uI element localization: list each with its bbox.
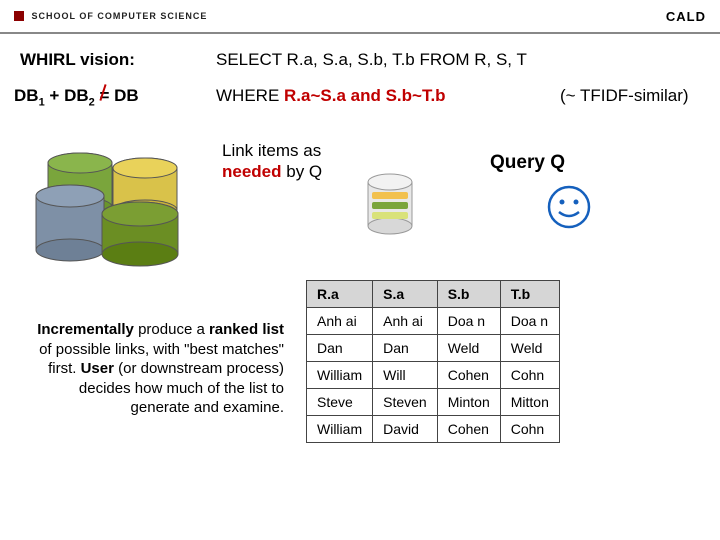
- needed-word: needed: [222, 162, 282, 181]
- cell: William: [307, 362, 373, 389]
- cell: Will: [373, 362, 438, 389]
- where-kw: WHERE: [216, 86, 284, 105]
- cell: Mitton: [500, 389, 559, 416]
- link-line2: needed by Q: [222, 161, 322, 182]
- db2: DB: [64, 86, 89, 105]
- plus: +: [45, 86, 64, 105]
- tfidf-note: (~ TFIDF-similar): [560, 86, 689, 106]
- where-clause: R.a~S.a and S.b~T.b: [284, 86, 446, 105]
- cell: Steven: [373, 389, 438, 416]
- link-line1: Link items as: [222, 140, 322, 161]
- header-left: SCHOOL OF COMPUTER SCIENCE: [14, 11, 207, 22]
- cell: Minton: [437, 389, 500, 416]
- by-q: by Q: [282, 162, 323, 181]
- sql-where: WHERE R.a~S.a and S.b~T.b: [216, 86, 446, 106]
- cell: Steve: [307, 389, 373, 416]
- db1: DB: [14, 86, 39, 105]
- smiley-icon: [546, 184, 592, 230]
- table-row: Dan Dan Weld Weld: [307, 335, 560, 362]
- not-equal: =: [95, 86, 114, 105]
- table-header-row: R.a S.a S.b T.b: [307, 281, 560, 308]
- school-name: SCHOOL OF COMPUTER SCIENCE: [32, 11, 208, 21]
- cell: Cohn: [500, 362, 559, 389]
- database-cluster-icon: [30, 148, 200, 278]
- cell: Doa n: [500, 308, 559, 335]
- table-row: Anh ai Anh ai Doa n Doa n: [307, 308, 560, 335]
- query-q-label: Query Q: [490, 152, 565, 174]
- db2-sub: 2: [89, 96, 95, 108]
- body-t2: produce a: [134, 321, 209, 338]
- link-items-text: Link items as needed by Q: [222, 140, 322, 183]
- results-table: R.a S.a S.b T.b Anh ai Anh ai Doa n Doa …: [306, 280, 560, 443]
- cell: Dan: [307, 335, 373, 362]
- cell: Cohn: [500, 416, 559, 443]
- slide-header: SCHOOL OF COMPUTER SCIENCE CALD: [0, 0, 720, 34]
- body-ranked: ranked list: [209, 321, 284, 338]
- table-row: William Will Cohen Cohn: [307, 362, 560, 389]
- whirl-vision-label: WHIRL vision:: [20, 50, 135, 70]
- body-user: User: [81, 360, 114, 377]
- sql-select: SELECT R.a, S.a, S.b, T.b FROM R, S, T: [216, 50, 527, 70]
- table-row: William David Cohen Cohn: [307, 416, 560, 443]
- query-result-cylinder-icon: [360, 170, 420, 240]
- body-incrementally: Incrementally: [37, 321, 134, 338]
- col-ra: R.a: [307, 281, 373, 308]
- cell: William: [307, 416, 373, 443]
- cell: Doa n: [437, 308, 500, 335]
- col-sb: S.b: [437, 281, 500, 308]
- col-tb: T.b: [500, 281, 559, 308]
- header-right: CALD: [666, 9, 706, 24]
- col-sa: S.a: [373, 281, 438, 308]
- cell: Cohen: [437, 362, 500, 389]
- db-formula: DB1 + DB2 = DB: [14, 86, 139, 108]
- cell: Dan: [373, 335, 438, 362]
- cell: Anh ai: [307, 308, 373, 335]
- db3: DB: [114, 86, 139, 105]
- cell: Anh ai: [373, 308, 438, 335]
- cell: Weld: [500, 335, 559, 362]
- table-row: Steve Steven Minton Mitton: [307, 389, 560, 416]
- result-body-text: Incrementally produce a ranked list of p…: [24, 320, 284, 418]
- cell: David: [373, 416, 438, 443]
- cell: Cohen: [437, 416, 500, 443]
- logo-square-icon: [14, 11, 24, 21]
- cell: Weld: [437, 335, 500, 362]
